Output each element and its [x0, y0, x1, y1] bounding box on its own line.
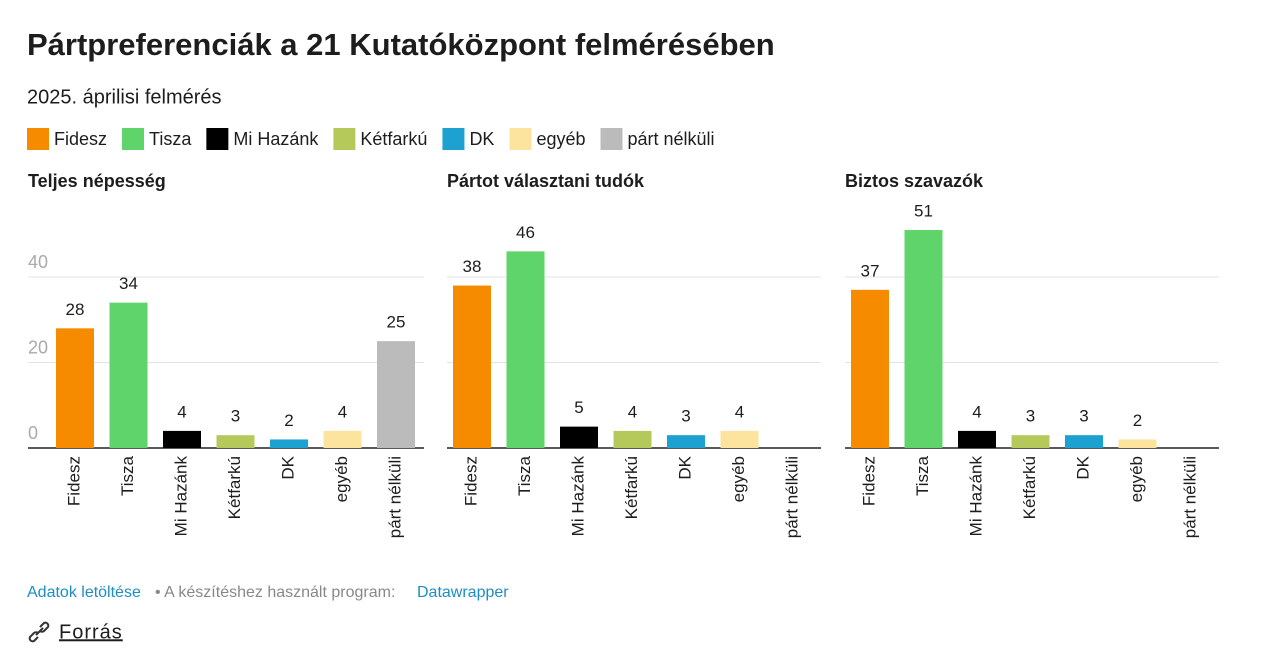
bar: [720, 430, 759, 448]
value-label: 4: [735, 402, 744, 421]
x-tick-label: Tisza: [515, 455, 534, 496]
x-tick-label: Mi Hazánk: [966, 456, 985, 537]
value-label: 34: [119, 274, 138, 293]
bar: [613, 430, 652, 448]
y-tick-label: 0: [28, 423, 38, 443]
value-label: 4: [628, 402, 637, 421]
legend-label: Fidesz: [54, 129, 107, 149]
value-label: 28: [66, 300, 85, 319]
bar: [453, 285, 491, 448]
tool-link[interactable]: Datawrapper: [417, 584, 509, 601]
x-tick-label: DK: [675, 455, 694, 479]
legend-label: párt nélküli: [628, 129, 715, 149]
bar: [1011, 435, 1050, 448]
value-label: 5: [574, 398, 583, 417]
x-tick-label: Kétfarkú: [622, 456, 641, 519]
x-tick-label: Mi Hazánk: [568, 456, 587, 537]
bar: [109, 302, 148, 448]
source-link[interactable]: Forrás: [59, 621, 123, 643]
bar: [377, 341, 415, 448]
y-tick-label: 20: [28, 337, 48, 357]
legend-swatch: [442, 128, 465, 150]
legend-label: DK: [469, 129, 494, 149]
x-tick-label: Tisza: [913, 455, 932, 496]
value-label: 51: [914, 201, 933, 220]
legend-label: Kétfarkú: [360, 129, 427, 149]
value-label: 4: [972, 402, 981, 421]
bar: [904, 230, 943, 448]
bar: [1118, 439, 1157, 448]
x-tick-label: párt nélküli: [385, 456, 404, 538]
x-tick-label: Kétfarkú: [1020, 456, 1039, 519]
value-label: 3: [681, 407, 690, 426]
bar: [270, 439, 308, 448]
value-label: 4: [338, 402, 347, 421]
legend-swatch: [27, 128, 49, 150]
value-label: 2: [1133, 411, 1142, 430]
footer-note: • A készítéshez használt program:: [155, 584, 395, 601]
legend-swatch: [600, 128, 623, 150]
x-tick-label: Mi Hazánk: [171, 456, 190, 537]
value-label: 4: [177, 402, 186, 421]
panel-title: Pártot választani tudók: [447, 171, 645, 191]
value-label: 38: [463, 257, 482, 276]
legend-label: egyéb: [536, 129, 585, 149]
legend-label: Mi Hazánk: [233, 129, 319, 149]
download-link[interactable]: Adatok letöltése: [27, 584, 141, 601]
y-tick-label: 40: [28, 252, 48, 272]
x-tick-label: Fidesz: [64, 456, 83, 506]
bar: [560, 426, 598, 448]
legend-swatch: [206, 128, 229, 150]
link-icon: [28, 621, 50, 643]
legend-swatch: [509, 128, 532, 150]
bar: [667, 435, 705, 448]
x-tick-label: Fidesz: [859, 456, 878, 506]
x-tick-label: egyéb: [729, 456, 748, 502]
bar: [958, 430, 996, 448]
value-label: 3: [1079, 407, 1088, 426]
legend-label: Tisza: [149, 129, 192, 149]
x-tick-label: párt nélküli: [1180, 456, 1199, 538]
bar: [1065, 435, 1103, 448]
x-tick-label: egyéb: [332, 456, 351, 502]
panel-title: Biztos szavazók: [845, 171, 984, 191]
legend-swatch: [122, 128, 145, 150]
x-tick-label: DK: [1073, 455, 1092, 479]
value-label: 3: [231, 407, 240, 426]
panel-title: Teljes népesség: [28, 171, 166, 191]
chart-title: Pártpreferenciák a 21 Kutatóközpont felm…: [27, 27, 775, 62]
bar: [56, 328, 94, 448]
bar: [323, 430, 362, 448]
value-label: 3: [1026, 407, 1035, 426]
legend: Fidesz Tisza Mi Hazánk Kétfarkú DK egyéb párt …: [27, 128, 715, 150]
x-tick-label: Fidesz: [461, 456, 480, 506]
bar: [163, 430, 201, 448]
bar: [216, 435, 255, 448]
x-tick-label: egyéb: [1127, 456, 1146, 502]
x-tick-label: Tisza: [118, 455, 137, 496]
x-tick-label: DK: [278, 455, 297, 479]
value-label: 2: [284, 411, 293, 430]
x-tick-label: Kétfarkú: [225, 456, 244, 519]
chart-subtitle: 2025. áprilisi felmérés: [27, 86, 222, 108]
value-label: 25: [387, 313, 406, 332]
value-label: 46: [516, 223, 535, 242]
x-tick-label: párt nélküli: [782, 456, 801, 538]
value-label: 37: [861, 261, 880, 280]
legend-swatch: [333, 128, 356, 150]
bar: [506, 251, 545, 448]
bar: [851, 289, 889, 448]
